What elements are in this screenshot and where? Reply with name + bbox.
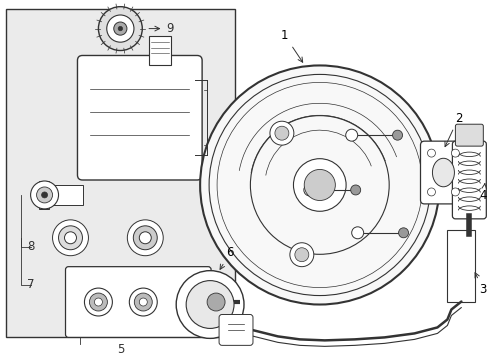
Circle shape bbox=[114, 22, 127, 35]
Circle shape bbox=[269, 121, 293, 145]
Circle shape bbox=[134, 293, 152, 311]
Circle shape bbox=[139, 298, 147, 306]
Circle shape bbox=[37, 187, 52, 203]
Circle shape bbox=[427, 149, 435, 157]
Circle shape bbox=[350, 185, 360, 195]
Bar bbox=[6, 9, 235, 337]
Text: 8: 8 bbox=[27, 240, 34, 253]
Circle shape bbox=[176, 271, 244, 338]
Circle shape bbox=[427, 188, 435, 196]
Bar bbox=[39, 185, 83, 205]
Circle shape bbox=[450, 149, 458, 157]
Bar bbox=[447, 230, 474, 302]
FancyBboxPatch shape bbox=[451, 141, 486, 219]
Circle shape bbox=[202, 288, 229, 316]
Circle shape bbox=[84, 288, 112, 316]
FancyBboxPatch shape bbox=[219, 315, 252, 345]
Text: 3: 3 bbox=[474, 273, 486, 296]
Circle shape bbox=[94, 298, 102, 306]
Circle shape bbox=[106, 15, 134, 42]
Circle shape bbox=[41, 192, 47, 198]
Circle shape bbox=[139, 232, 151, 244]
Text: 5: 5 bbox=[117, 343, 124, 356]
Circle shape bbox=[186, 280, 234, 328]
Circle shape bbox=[293, 159, 346, 211]
Circle shape bbox=[98, 7, 142, 50]
Circle shape bbox=[351, 227, 363, 239]
Text: 2: 2 bbox=[444, 112, 461, 147]
FancyBboxPatch shape bbox=[77, 55, 202, 180]
Circle shape bbox=[64, 232, 76, 244]
Text: 1: 1 bbox=[281, 29, 302, 62]
Text: 4: 4 bbox=[479, 184, 486, 202]
Text: 6: 6 bbox=[220, 246, 233, 269]
Circle shape bbox=[303, 184, 315, 196]
Circle shape bbox=[118, 26, 122, 31]
Circle shape bbox=[294, 248, 308, 262]
Bar bbox=[149, 36, 171, 66]
FancyBboxPatch shape bbox=[65, 267, 211, 337]
Circle shape bbox=[274, 126, 288, 140]
Circle shape bbox=[207, 293, 224, 311]
Circle shape bbox=[133, 226, 157, 250]
Circle shape bbox=[129, 288, 157, 316]
Circle shape bbox=[59, 226, 82, 250]
Circle shape bbox=[398, 228, 407, 238]
FancyBboxPatch shape bbox=[454, 124, 482, 146]
Bar bbox=[39, 181, 48, 209]
Circle shape bbox=[450, 188, 458, 196]
Text: 7: 7 bbox=[27, 278, 34, 291]
Circle shape bbox=[89, 293, 107, 311]
Circle shape bbox=[345, 129, 357, 141]
Circle shape bbox=[304, 170, 335, 201]
Text: 9: 9 bbox=[149, 22, 173, 35]
Circle shape bbox=[392, 130, 402, 140]
Circle shape bbox=[289, 243, 313, 267]
Circle shape bbox=[127, 220, 163, 256]
Circle shape bbox=[52, 220, 88, 256]
Ellipse shape bbox=[431, 158, 453, 187]
Circle shape bbox=[31, 181, 59, 209]
Circle shape bbox=[200, 66, 439, 305]
FancyBboxPatch shape bbox=[420, 141, 466, 204]
